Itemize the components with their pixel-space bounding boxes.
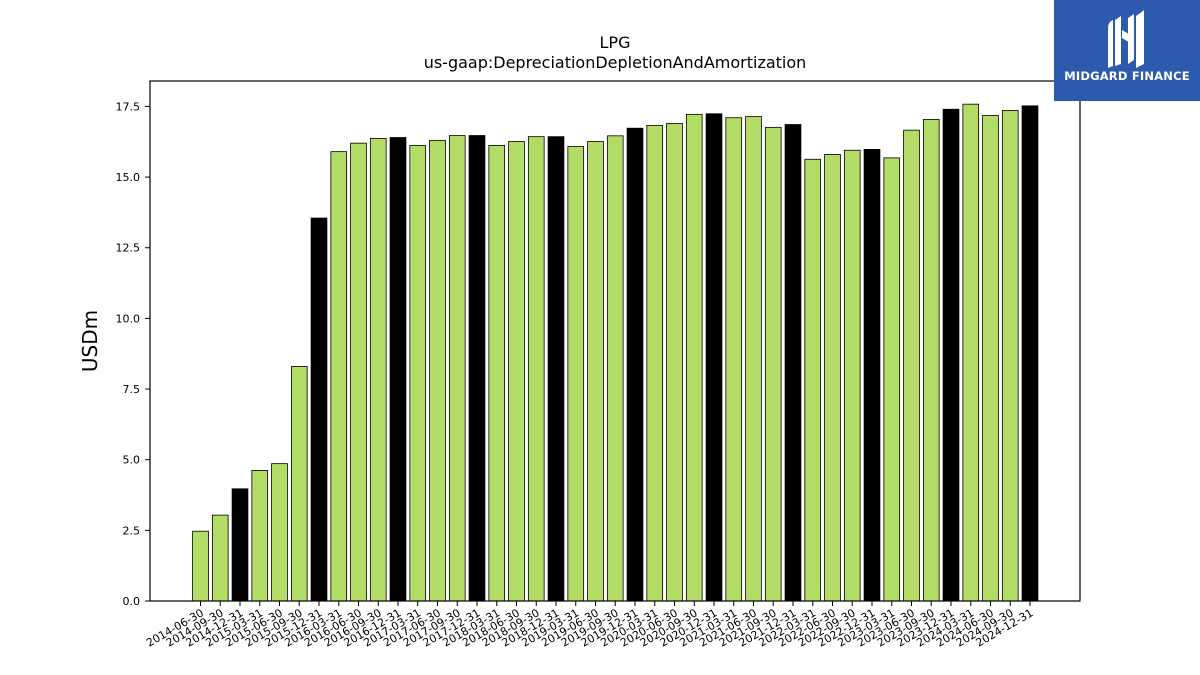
bar-2021-06-30 bbox=[745, 116, 762, 602]
brand-logo: MIDGARD FINANCE bbox=[1054, 0, 1200, 101]
bar-2018-03-31 bbox=[488, 145, 506, 602]
bar-2024-06-30 bbox=[982, 115, 999, 602]
bar-2021-09-30 bbox=[764, 126, 782, 602]
bar-2021-03-31 bbox=[725, 117, 743, 602]
y-tick-label: 7.5 bbox=[123, 383, 141, 396]
y-tick-label: 10.0 bbox=[116, 312, 141, 325]
bar-2024-09-30 bbox=[1001, 109, 1019, 602]
bar-2022-09-30 bbox=[843, 149, 861, 602]
bar-2023-03-31 bbox=[883, 157, 901, 602]
y-tick-label: 12.5 bbox=[116, 242, 141, 255]
bar-2023-06-30 bbox=[903, 129, 920, 602]
bar-2016-09-30 bbox=[369, 137, 387, 602]
bar-2017-06-30 bbox=[429, 139, 446, 602]
y-ticks-group: 0.0 2.5 5.0 7.5 10.0 12.5 15.0 17.5 bbox=[116, 100, 150, 608]
bar-2019-09-30 bbox=[606, 135, 624, 602]
bar-2018-06-30 bbox=[508, 141, 525, 602]
bar-2020-03-31 bbox=[646, 124, 664, 602]
chart-subtitle: us-gaap:DepreciationDepletionAndAmortiza… bbox=[424, 53, 807, 72]
y-tick-label: 17.5 bbox=[116, 100, 141, 113]
bar-2023-09-30 bbox=[922, 119, 940, 602]
chart-title: LPG bbox=[600, 33, 631, 52]
y-axis-label: USDm bbox=[78, 310, 102, 372]
bar-2015-03-31 bbox=[251, 470, 269, 602]
bar-2021-12-31 bbox=[784, 124, 802, 602]
bar-2020-09-30 bbox=[685, 113, 703, 602]
bar-2016-06-30 bbox=[350, 142, 367, 602]
y-tick-label: 2.5 bbox=[123, 524, 141, 537]
y-tick-label: 5.0 bbox=[123, 454, 141, 467]
bar-2019-12-31 bbox=[626, 127, 644, 602]
bar-2020-12-31 bbox=[705, 113, 723, 602]
bar-2022-06-30 bbox=[824, 154, 841, 602]
bar-2018-09-30 bbox=[527, 136, 545, 602]
bar-2014-12-31 bbox=[231, 488, 249, 602]
bar-2017-12-31 bbox=[468, 135, 486, 602]
bar-2024-12-31 bbox=[1021, 105, 1039, 602]
bar-2018-12-31 bbox=[547, 136, 565, 602]
bars-group bbox=[192, 103, 1039, 602]
bar-2014-06-30 bbox=[192, 530, 209, 602]
y-tick-label: 0.0 bbox=[123, 595, 141, 608]
bar-2020-06-30 bbox=[666, 122, 683, 602]
bar-2015-09-30 bbox=[290, 366, 308, 602]
bar-2017-03-31 bbox=[409, 145, 427, 602]
bar-2024-03-31 bbox=[962, 103, 980, 602]
y-tick-label: 15.0 bbox=[116, 171, 141, 184]
bar-2022-03-31 bbox=[804, 158, 822, 602]
brand-logo-text: MIDGARD FINANCE bbox=[1064, 69, 1190, 83]
midgard-logo-icon bbox=[1108, 10, 1144, 68]
bar-2015-06-30 bbox=[271, 463, 288, 602]
bar-2014-09-30 bbox=[211, 514, 229, 602]
bar-2022-12-31 bbox=[863, 148, 881, 602]
bar-2019-03-31 bbox=[567, 146, 585, 602]
bar-2017-09-30 bbox=[448, 135, 466, 602]
x-ticks-group: 2014-06-302014-09-302014-12-312015-03-31… bbox=[144, 601, 1036, 650]
plot-frame bbox=[149, 80, 1081, 602]
bar-2019-06-30 bbox=[587, 141, 604, 602]
bar-2023-12-31 bbox=[942, 108, 960, 602]
bar-2015-12-31 bbox=[310, 217, 328, 602]
bar-2016-12-31 bbox=[389, 137, 407, 602]
bar-2016-03-31 bbox=[330, 151, 348, 602]
